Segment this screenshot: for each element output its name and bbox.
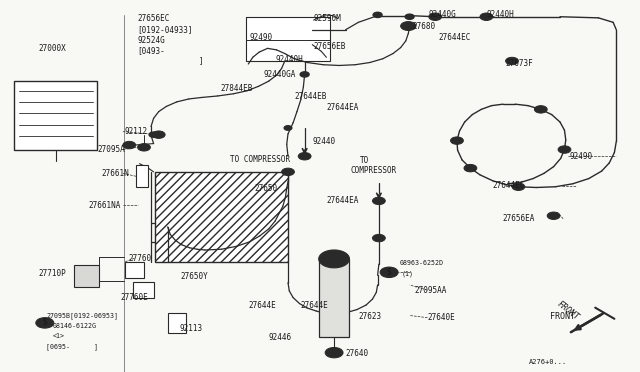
Circle shape bbox=[300, 72, 309, 77]
Text: 27644EC: 27644EC bbox=[493, 182, 525, 190]
Text: 92446: 92446 bbox=[269, 333, 292, 342]
Text: 27661N: 27661N bbox=[101, 169, 129, 178]
Circle shape bbox=[464, 164, 477, 172]
Circle shape bbox=[282, 168, 294, 176]
Circle shape bbox=[319, 250, 349, 268]
Text: 92490: 92490 bbox=[570, 152, 593, 161]
Circle shape bbox=[534, 106, 547, 113]
Text: 92440H: 92440H bbox=[275, 55, 303, 64]
Circle shape bbox=[506, 57, 518, 65]
Bar bbox=[74, 265, 99, 287]
Text: FRONT: FRONT bbox=[556, 300, 580, 322]
Text: S: S bbox=[387, 268, 392, 277]
Circle shape bbox=[373, 12, 382, 17]
Text: 92440G: 92440G bbox=[429, 10, 456, 19]
Text: 27000X: 27000X bbox=[38, 44, 66, 53]
Circle shape bbox=[558, 146, 571, 153]
Text: 92440H: 92440H bbox=[486, 10, 514, 19]
Text: 27644EA: 27644EA bbox=[326, 103, 359, 112]
Text: 27644EA: 27644EA bbox=[326, 196, 359, 205]
Text: [0695-      ]: [0695- ] bbox=[46, 343, 98, 350]
Circle shape bbox=[372, 234, 385, 242]
Circle shape bbox=[372, 197, 385, 205]
Circle shape bbox=[401, 22, 416, 31]
Circle shape bbox=[429, 13, 442, 20]
Text: TO: TO bbox=[360, 156, 369, 165]
Text: 27095AA: 27095AA bbox=[415, 286, 447, 295]
Text: 92490: 92490 bbox=[250, 33, 273, 42]
Text: 08963-6252D: 08963-6252D bbox=[400, 260, 444, 266]
Text: 27095A: 27095A bbox=[97, 145, 125, 154]
Text: 27650Y: 27650Y bbox=[180, 272, 208, 281]
Circle shape bbox=[547, 212, 560, 219]
Bar bbox=[168, 313, 186, 333]
Text: A276+0...: A276+0... bbox=[529, 359, 567, 365]
Circle shape bbox=[36, 318, 54, 328]
Text: 27656EB: 27656EB bbox=[314, 42, 346, 51]
Text: COMPRESSOR: COMPRESSOR bbox=[351, 166, 397, 175]
Circle shape bbox=[284, 126, 292, 130]
Text: (1): (1) bbox=[402, 270, 414, 277]
Text: 27644E: 27644E bbox=[301, 301, 328, 310]
Text: 27640: 27640 bbox=[346, 349, 369, 358]
Text: 27644EB: 27644EB bbox=[294, 92, 327, 101]
Text: ]: ] bbox=[198, 57, 203, 65]
Text: 92524G: 92524G bbox=[138, 36, 165, 45]
Text: 27760: 27760 bbox=[128, 254, 151, 263]
Text: 27710P: 27710P bbox=[38, 269, 66, 278]
Text: 92113: 92113 bbox=[179, 324, 202, 333]
Circle shape bbox=[380, 267, 398, 278]
Text: 27623: 27623 bbox=[358, 312, 381, 321]
Text: 92112: 92112 bbox=[125, 127, 148, 136]
Text: 27760E: 27760E bbox=[120, 293, 148, 302]
Bar bbox=[319, 259, 349, 337]
Text: [0192-04933]: [0192-04933] bbox=[138, 25, 193, 34]
Circle shape bbox=[512, 183, 525, 190]
Circle shape bbox=[123, 141, 136, 149]
Text: 92440: 92440 bbox=[312, 137, 335, 146]
Bar bbox=[136, 165, 148, 187]
Bar bbox=[125, 262, 144, 278]
Text: 27673F: 27673F bbox=[506, 59, 533, 68]
Text: 27650: 27650 bbox=[255, 184, 278, 193]
Text: <1>: <1> bbox=[52, 333, 65, 339]
Circle shape bbox=[451, 137, 463, 144]
Text: 27656EC: 27656EC bbox=[138, 14, 170, 23]
Text: 27095B[0192-06953]: 27095B[0192-06953] bbox=[46, 312, 118, 319]
Text: 27661NA: 27661NA bbox=[88, 201, 121, 210]
Circle shape bbox=[325, 347, 343, 358]
Text: 92440GA: 92440GA bbox=[264, 70, 296, 79]
Circle shape bbox=[298, 153, 311, 160]
Circle shape bbox=[152, 131, 165, 138]
Text: 27640E: 27640E bbox=[428, 313, 455, 322]
Text: 27844EB: 27844EB bbox=[221, 84, 253, 93]
Text: 27644EC: 27644EC bbox=[438, 33, 471, 42]
Text: 27680: 27680 bbox=[413, 22, 436, 31]
Text: 27656EA: 27656EA bbox=[502, 214, 535, 223]
Text: TO COMPRESSOR: TO COMPRESSOR bbox=[230, 155, 291, 164]
Bar bbox=[155, 172, 288, 262]
Bar bbox=[246, 17, 330, 61]
Text: 27644E: 27644E bbox=[248, 301, 276, 310]
Circle shape bbox=[149, 132, 158, 137]
Text: 92590M: 92590M bbox=[314, 14, 341, 23]
Text: [0493-: [0493- bbox=[138, 46, 165, 55]
Bar bbox=[133, 282, 154, 298]
Text: S: S bbox=[42, 318, 47, 327]
Circle shape bbox=[138, 144, 150, 151]
Circle shape bbox=[480, 13, 493, 20]
Text: 08146-6122G: 08146-6122G bbox=[52, 323, 97, 329]
Bar bbox=[14, 81, 97, 150]
Circle shape bbox=[405, 14, 414, 19]
Text: FRONT: FRONT bbox=[550, 312, 575, 321]
Circle shape bbox=[404, 24, 412, 28]
